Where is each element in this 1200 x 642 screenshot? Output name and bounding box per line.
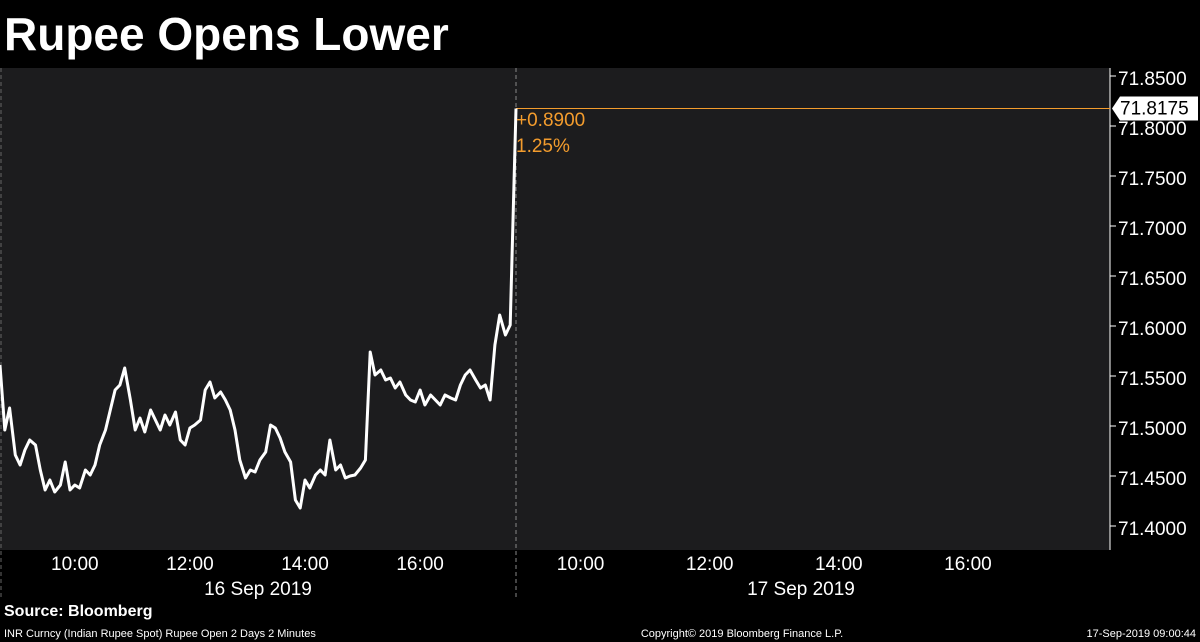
y-tick-label: 71.7500 <box>1118 169 1187 190</box>
y-tick-label: 71.6000 <box>1118 319 1187 340</box>
x-tick-label: 10:00 <box>51 554 99 575</box>
y-tick-label: 71.5500 <box>1118 369 1187 390</box>
chart-title: Rupee Opens Lower <box>4 8 449 60</box>
date-label: 17 Sep 2019 <box>747 579 855 600</box>
y-tick-label: 71.8500 <box>1118 69 1187 90</box>
footer-left: INR Curncy (Indian Rupee Spot) Rupee Ope… <box>4 628 316 640</box>
change-label: +0.8900 <box>516 110 585 131</box>
x-tick-label: 16:00 <box>944 554 992 575</box>
date-label: 16 Sep 2019 <box>204 579 312 600</box>
x-tick-label: 12:00 <box>686 554 734 575</box>
x-tick-label: 10:00 <box>557 554 605 575</box>
footer-right: 17-Sep-2019 09:00:44 <box>1087 628 1196 640</box>
last-value-tag <box>1112 96 1198 121</box>
y-tick-label: 71.6500 <box>1118 269 1187 290</box>
footer-center: Copyright© 2019 Bloomberg Finance L.P. <box>641 628 843 640</box>
x-tick-label: 14:00 <box>815 554 863 575</box>
change-pct-label: 1.25% <box>516 136 570 157</box>
y-tick-label: 71.5000 <box>1118 419 1187 440</box>
x-tick-label: 12:00 <box>166 554 214 575</box>
y-tick-label: 71.4000 <box>1118 519 1187 540</box>
plot-area <box>0 68 1110 550</box>
source: Source: Bloomberg <box>4 603 152 620</box>
y-tick-label: 71.7000 <box>1118 219 1187 240</box>
y-tick-label: 71.8000 <box>1118 119 1187 140</box>
price-line <box>0 108 518 510</box>
last-value-label: 71.8175 <box>1120 99 1189 120</box>
x-tick-label: 16:00 <box>396 554 444 575</box>
y-tick-label: 71.4500 <box>1118 469 1187 490</box>
x-tick-label: 14:00 <box>281 554 329 575</box>
